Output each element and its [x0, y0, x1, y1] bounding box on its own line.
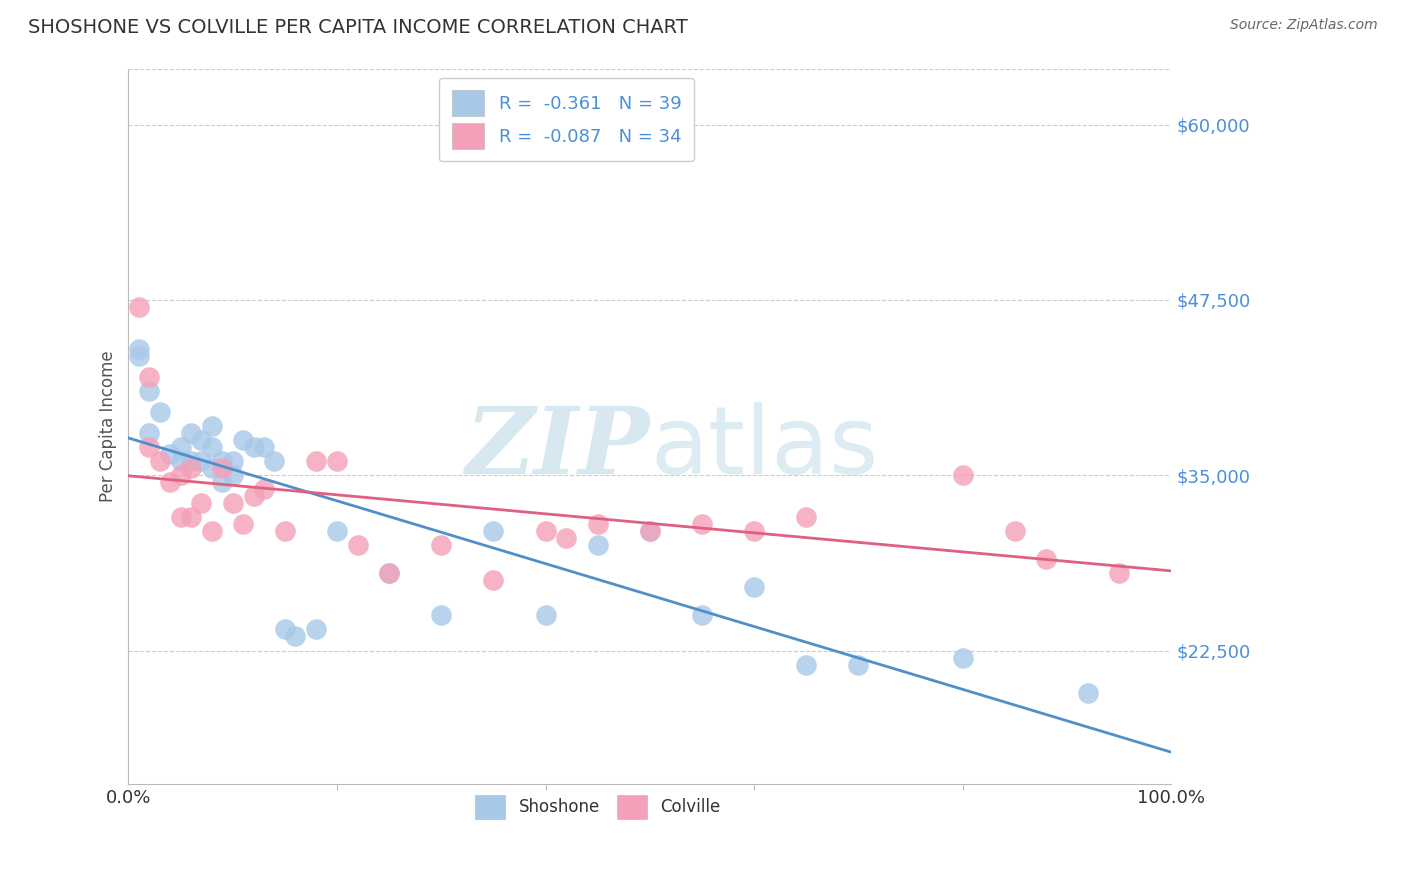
Point: [326, 524, 349, 539]
Point: [378, 566, 401, 581]
Point: [201, 524, 224, 539]
Point: [159, 475, 181, 490]
Text: SHOSHONE VS COLVILLE PER CAPITA INCOME CORRELATION CHART: SHOSHONE VS COLVILLE PER CAPITA INCOME C…: [28, 18, 688, 37]
Point: [534, 608, 557, 623]
Point: [690, 517, 713, 532]
Point: [169, 454, 191, 468]
Point: [586, 517, 609, 532]
Point: [534, 524, 557, 539]
Point: [1108, 566, 1130, 581]
Point: [638, 524, 661, 539]
Point: [347, 538, 370, 552]
Text: atlas: atlas: [650, 401, 879, 493]
Point: [222, 454, 245, 468]
Point: [211, 461, 233, 475]
Point: [430, 608, 453, 623]
Point: [190, 433, 212, 447]
Point: [742, 524, 765, 539]
Point: [128, 349, 150, 363]
Point: [482, 524, 505, 539]
Point: [253, 482, 276, 496]
Point: [263, 454, 285, 468]
Point: [1035, 552, 1057, 566]
Point: [211, 454, 233, 468]
Point: [952, 468, 974, 483]
Point: [149, 454, 172, 468]
Point: [138, 440, 160, 454]
Point: [222, 496, 245, 510]
Point: [201, 419, 224, 434]
Y-axis label: Per Capita Income: Per Capita Income: [100, 351, 117, 502]
Text: ZIP: ZIP: [465, 402, 650, 492]
Point: [201, 461, 224, 475]
Point: [169, 468, 191, 483]
Point: [794, 657, 817, 672]
Point: [482, 574, 505, 588]
Point: [190, 454, 212, 468]
Point: [848, 657, 870, 672]
Point: [284, 630, 307, 644]
Point: [138, 384, 160, 398]
Point: [128, 342, 150, 356]
Point: [555, 531, 578, 545]
Point: [169, 510, 191, 524]
Point: [430, 538, 453, 552]
Point: [1004, 524, 1026, 539]
Point: [305, 623, 328, 637]
Text: Source: ZipAtlas.com: Source: ZipAtlas.com: [1230, 18, 1378, 32]
Point: [326, 454, 349, 468]
Point: [128, 300, 150, 314]
Point: [305, 454, 328, 468]
Point: [190, 496, 212, 510]
Point: [180, 461, 202, 475]
Point: [232, 517, 254, 532]
Point: [952, 650, 974, 665]
Point: [138, 370, 160, 384]
Point: [138, 426, 160, 441]
Point: [242, 489, 264, 503]
Point: [232, 433, 254, 447]
Point: [274, 524, 297, 539]
Point: [794, 510, 817, 524]
Point: [638, 524, 661, 539]
Legend: Shoshone, Colville: Shoshone, Colville: [468, 789, 727, 825]
Point: [201, 440, 224, 454]
Point: [742, 581, 765, 595]
Point: [253, 440, 276, 454]
Point: [242, 440, 264, 454]
Point: [1077, 685, 1099, 699]
Point: [586, 538, 609, 552]
Point: [222, 468, 245, 483]
Point: [149, 405, 172, 419]
Point: [180, 426, 202, 441]
Point: [180, 454, 202, 468]
Point: [274, 623, 297, 637]
Point: [169, 440, 191, 454]
Point: [180, 510, 202, 524]
Point: [211, 475, 233, 490]
Point: [690, 608, 713, 623]
Point: [159, 447, 181, 461]
Point: [378, 566, 401, 581]
